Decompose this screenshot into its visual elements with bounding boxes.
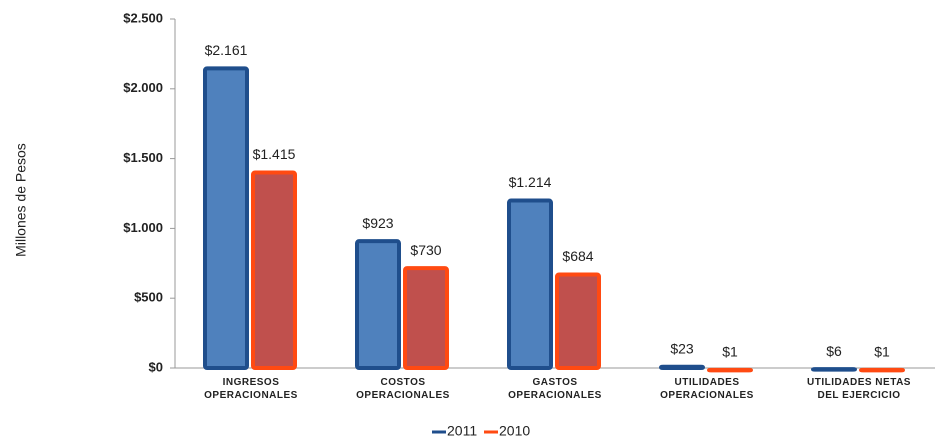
value-label: $1 [874, 344, 890, 360]
value-label: $6 [826, 343, 842, 359]
bar [251, 170, 297, 370]
bar [659, 364, 705, 371]
x-tick-label: INGRESOS OPERACIONALES [204, 377, 298, 401]
y-tick-label: $0 [149, 359, 163, 374]
bar [355, 239, 401, 370]
legend-label: 2010 [499, 423, 530, 439]
x-tick-label: GASTOS OPERACIONALES [508, 377, 602, 401]
y-tick-label: $2.500 [123, 10, 163, 25]
bar [507, 198, 553, 370]
value-label: $684 [562, 248, 593, 264]
y-axis-label: Millones de Pesos [13, 143, 29, 257]
value-label: $923 [362, 215, 393, 231]
value-label: $1 [722, 344, 738, 360]
y-tick-label: $500 [134, 290, 163, 305]
value-label: $1.415 [253, 146, 296, 162]
bar [203, 66, 249, 370]
y-tick-label: $1.500 [123, 150, 163, 165]
value-label: $23 [670, 340, 694, 356]
bar [811, 367, 857, 372]
y-tick-label: $2.000 [123, 80, 163, 95]
x-tick-label: UTILIDADES NETAS DEL EJERCICIO [807, 377, 911, 401]
bar [555, 272, 601, 371]
legend-label: 2011 [447, 423, 477, 439]
y-tick-label: $1.000 [123, 220, 163, 235]
value-label: $2.161 [205, 42, 248, 58]
x-tick-label: COSTOS OPERACIONALES [356, 377, 450, 401]
x-tick-label: UTILIDADES OPERACIONALES [660, 377, 754, 401]
value-label: $730 [410, 242, 441, 258]
bar [859, 367, 905, 373]
bar [707, 367, 753, 373]
value-label: $1.214 [509, 174, 552, 190]
bar [403, 266, 449, 371]
